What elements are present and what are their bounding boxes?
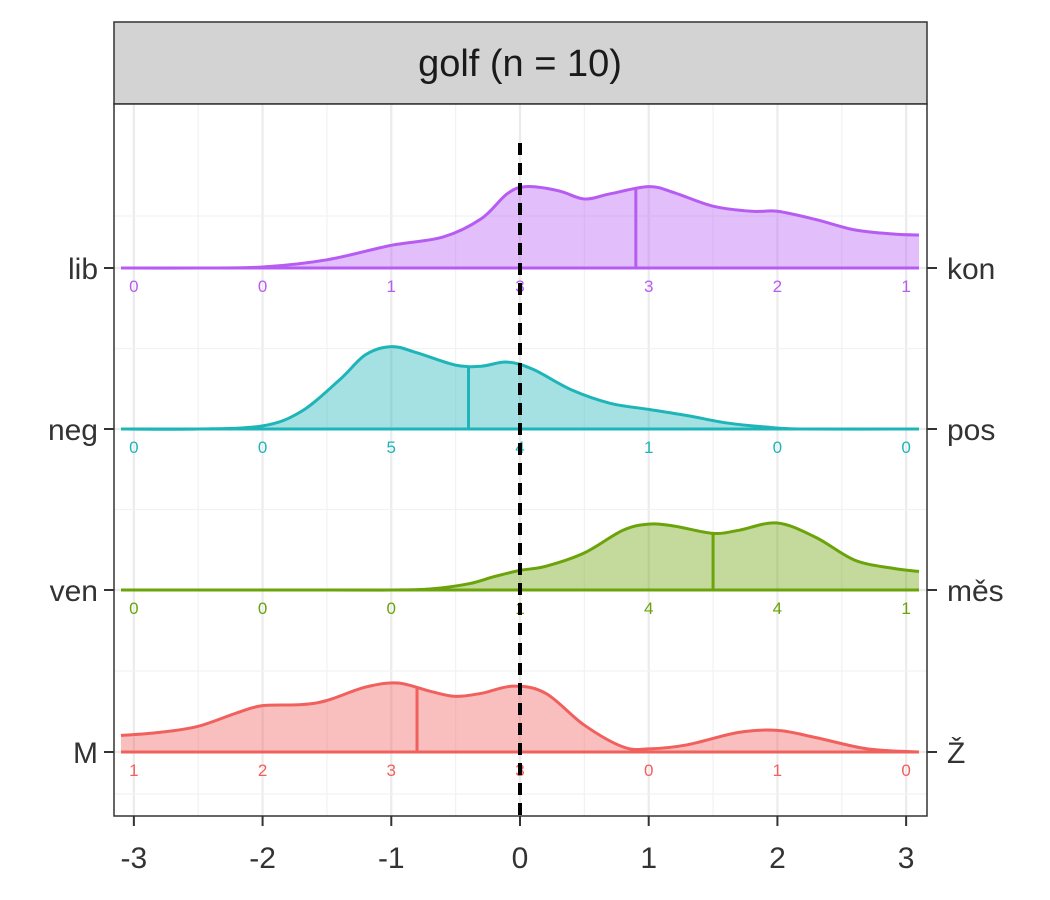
x-tick-label: -3 bbox=[121, 842, 148, 875]
axes: -3 -2 -1 0 1 2 3 lib kon neg pos ven měs M Ž bbox=[48, 253, 1004, 875]
count-label: 3 bbox=[644, 277, 653, 296]
facet-title: golf (n = 10) bbox=[418, 43, 622, 85]
density-line bbox=[120, 681, 920, 754]
density-area bbox=[121, 522, 919, 591]
right-label: pos bbox=[947, 414, 995, 447]
count-label: 3 bbox=[387, 761, 396, 780]
left-label: M bbox=[73, 737, 98, 770]
count-label: 0 bbox=[901, 438, 910, 457]
count-label: 0 bbox=[901, 761, 910, 780]
count-label: 0 bbox=[644, 761, 653, 780]
count-label: 1 bbox=[901, 599, 910, 618]
count-label: 1 bbox=[901, 277, 910, 296]
count-label: 0 bbox=[773, 438, 782, 457]
count-label: 1 bbox=[644, 438, 653, 457]
x-tick-label: 2 bbox=[769, 842, 786, 875]
count-label: 1 bbox=[129, 761, 138, 780]
count-label: 0 bbox=[258, 438, 267, 457]
count-label: 0 bbox=[258, 599, 267, 618]
count-label: 0 bbox=[387, 599, 396, 618]
count-label: 4 bbox=[773, 599, 782, 618]
count-label: 1 bbox=[387, 277, 396, 296]
facet-strip: golf (n = 10) bbox=[113, 21, 928, 105]
x-tick-label: 1 bbox=[640, 842, 657, 875]
left-label: ven bbox=[50, 575, 98, 608]
x-tick-label: 0 bbox=[512, 842, 529, 875]
right-label: kon bbox=[947, 253, 995, 286]
count-label: 2 bbox=[773, 277, 782, 296]
density-area bbox=[121, 682, 919, 752]
count-label: 0 bbox=[129, 599, 138, 618]
count-label: 0 bbox=[129, 277, 138, 296]
x-tick-label: 3 bbox=[898, 842, 915, 875]
x-tick-label: -1 bbox=[378, 842, 405, 875]
right-label: Ž bbox=[947, 737, 965, 770]
density-line bbox=[121, 521, 920, 592]
count-label: 0 bbox=[258, 277, 267, 296]
count-label: 1 bbox=[773, 761, 782, 780]
ridge-ven: 0001441 bbox=[121, 521, 920, 618]
count-label: 2 bbox=[258, 761, 267, 780]
left-label: neg bbox=[48, 414, 98, 447]
x-tick-label: -2 bbox=[249, 842, 276, 875]
density-line bbox=[120, 185, 920, 270]
count-label: 0 bbox=[129, 438, 138, 457]
left-label: lib bbox=[68, 253, 98, 286]
count-label: 5 bbox=[387, 438, 396, 457]
density-line bbox=[120, 345, 920, 431]
right-label: měs bbox=[947, 575, 1004, 608]
count-label: 4 bbox=[644, 599, 653, 618]
